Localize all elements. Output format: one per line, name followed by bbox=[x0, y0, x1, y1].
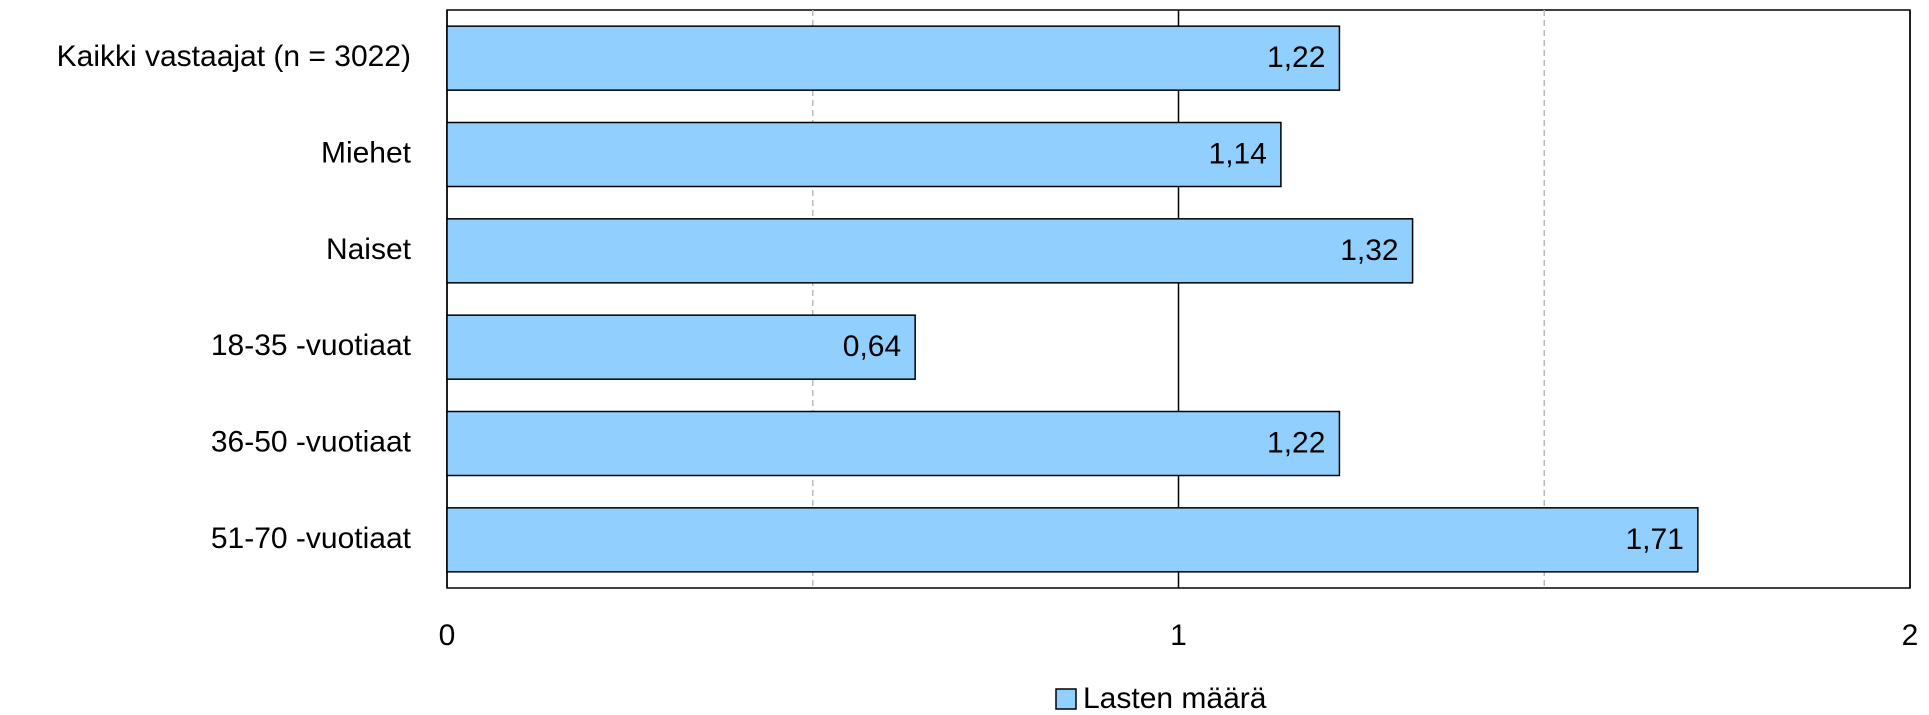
legend-label: Lasten määrä bbox=[1083, 682, 1267, 715]
legend-swatch bbox=[1055, 688, 1077, 710]
bar bbox=[446, 314, 916, 380]
x-tick-label: 0 bbox=[439, 619, 456, 652]
data-label: 1,22 bbox=[1267, 41, 1325, 74]
x-tick-label: 2 bbox=[1902, 619, 1919, 652]
y-tick-label: Miehet bbox=[321, 136, 412, 169]
y-tick-label: 51-70 -vuotiaat bbox=[211, 522, 412, 555]
bar bbox=[446, 507, 1699, 573]
y-tick-label: Kaikki vastaajat (n = 3022) bbox=[57, 40, 411, 73]
bar bbox=[446, 218, 1414, 284]
y-tick-label: 36-50 -vuotiaat bbox=[211, 425, 412, 458]
data-label: 1,71 bbox=[1625, 523, 1683, 556]
data-label: 1,32 bbox=[1340, 234, 1398, 267]
bar bbox=[446, 25, 1341, 91]
data-label: 0,64 bbox=[843, 330, 901, 363]
bar bbox=[446, 410, 1341, 477]
y-tick-label: 18-35 -vuotiaat bbox=[211, 329, 412, 362]
bar bbox=[446, 121, 1282, 188]
data-label: 1,22 bbox=[1267, 426, 1325, 459]
y-tick-label: Naiset bbox=[326, 233, 412, 266]
x-tick-label: 1 bbox=[1170, 619, 1187, 652]
data-label: 1,14 bbox=[1209, 137, 1267, 170]
